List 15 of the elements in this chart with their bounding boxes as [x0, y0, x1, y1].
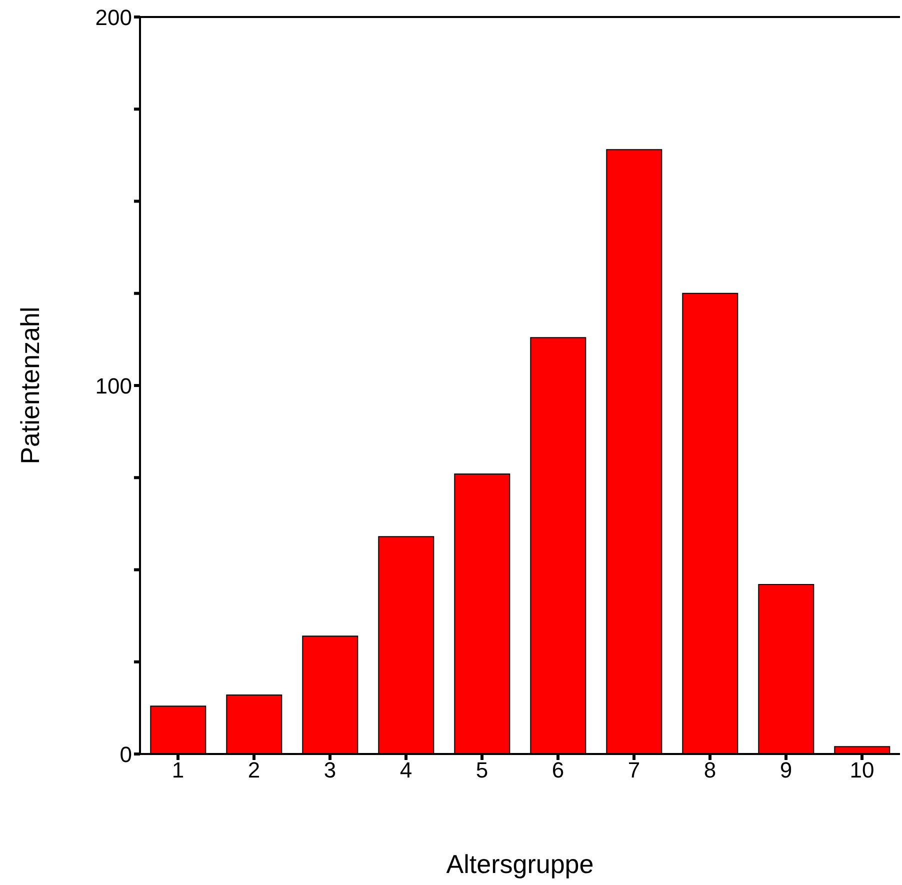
x-tick-label: 9 [780, 758, 792, 783]
x-tick-label: 10 [850, 758, 874, 783]
x-tick-label: 3 [324, 758, 336, 783]
x-tick-label: 7 [628, 758, 640, 783]
y-tick-label: 0 [120, 742, 132, 767]
x-tick-label: 8 [704, 758, 716, 783]
x-tick-label: 4 [400, 758, 412, 783]
y-axis-title: Patientenzahl [15, 306, 46, 464]
x-axis-title: Altersgruppe [446, 849, 594, 879]
x-tick-label: 2 [248, 758, 260, 783]
y-tick-label: 200 [95, 4, 132, 30]
x-tick-label: 5 [476, 758, 488, 783]
y-tick-label: 100 [95, 373, 132, 398]
x-tick-label: 6 [552, 758, 564, 783]
x-tick-label: 1 [172, 758, 184, 783]
